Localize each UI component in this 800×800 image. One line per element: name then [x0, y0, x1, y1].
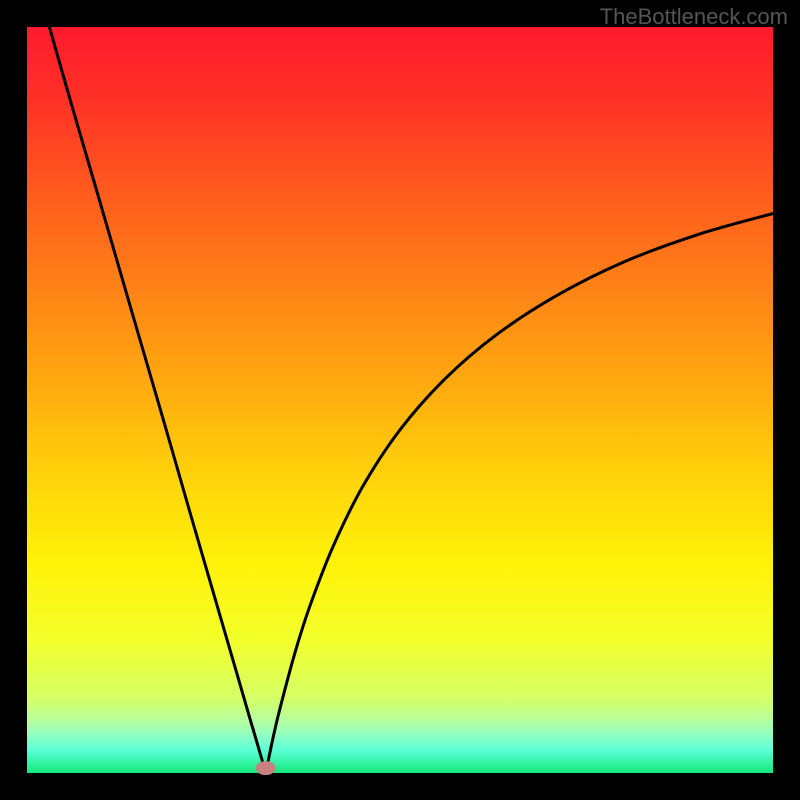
bottleneck-chart: TheBottleneck.com	[0, 0, 800, 800]
vertex-marker	[256, 761, 276, 775]
chart-svg	[0, 0, 800, 800]
watermark-text: TheBottleneck.com	[600, 4, 788, 30]
